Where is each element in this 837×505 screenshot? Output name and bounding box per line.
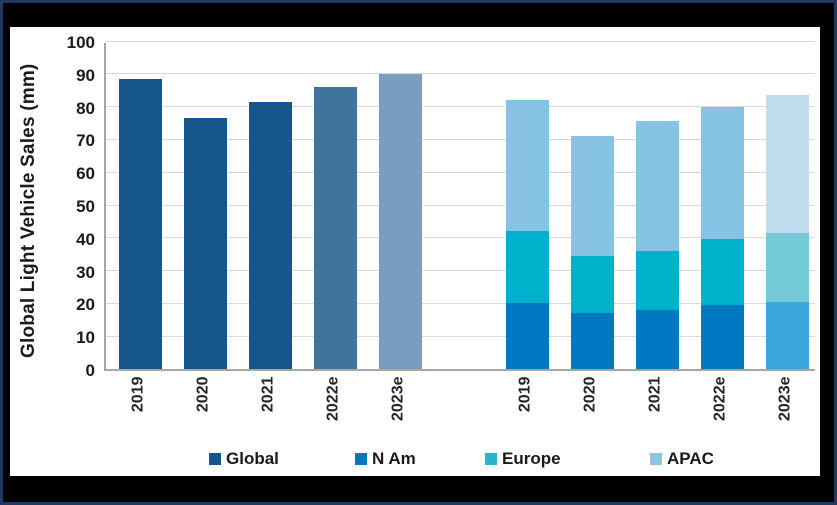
x-tick-regional-2019: 2019 bbox=[516, 376, 534, 413]
bar-global-2023e bbox=[378, 73, 422, 369]
x-tick-regional-2022e: 2022e bbox=[711, 376, 729, 422]
gridline-90 bbox=[106, 73, 815, 75]
y-axis-tick-labels: 0 10 20 30 40 50 60 70 80 90 100 bbox=[10, 34, 95, 380]
bar-global-2022e bbox=[313, 86, 357, 369]
bar-segment-apac-2022e bbox=[700, 106, 744, 240]
gridline-50 bbox=[106, 204, 815, 206]
legend-swatch-icon bbox=[650, 453, 662, 465]
bar-global-2021 bbox=[248, 101, 292, 369]
y-tick-60: 60 bbox=[76, 164, 95, 184]
gridline-40 bbox=[106, 237, 815, 239]
gridline-70 bbox=[106, 138, 815, 140]
y-tick-40: 40 bbox=[76, 229, 95, 249]
bar-segment-n-am-2019 bbox=[505, 303, 549, 369]
bar-segment-europe-2023e bbox=[765, 232, 809, 302]
x-tick-global-2020: 2020 bbox=[194, 376, 212, 413]
x-tick-global-2021: 2021 bbox=[259, 376, 277, 413]
gridline-30 bbox=[106, 270, 815, 272]
legend-swatch-icon bbox=[485, 453, 497, 465]
y-tick-0: 0 bbox=[85, 361, 95, 380]
legend-swatch-icon bbox=[209, 453, 221, 465]
bar-segment-europe-2019 bbox=[505, 231, 549, 304]
gridline-20 bbox=[106, 302, 815, 304]
legend-label: Europe bbox=[502, 449, 561, 468]
gridline-60 bbox=[106, 171, 815, 173]
legend-label: Global bbox=[226, 449, 279, 468]
y-tick-80: 80 bbox=[76, 98, 95, 118]
bar-segment-europe-2020 bbox=[570, 255, 614, 314]
gridline-100 bbox=[106, 40, 815, 42]
legend-item-europe: Europe bbox=[485, 448, 561, 470]
bar-segment-europe-2021 bbox=[635, 250, 679, 310]
bar-segment-apac-2020 bbox=[570, 136, 614, 256]
gridline-80 bbox=[106, 106, 815, 108]
bar-global-2020 bbox=[183, 118, 227, 369]
gridline-10 bbox=[106, 335, 815, 337]
x-tick-global-2023e: 2023e bbox=[389, 376, 407, 422]
y-tick-50: 50 bbox=[76, 197, 95, 216]
bar-segment-n-am-2023e bbox=[765, 301, 809, 369]
x-tick-regional-2023e: 2023e bbox=[776, 376, 794, 422]
chart-panel: Global Light Vehicle Sales (mm) 0 10 20 30 4… bbox=[10, 27, 820, 476]
y-tick-70: 70 bbox=[76, 131, 95, 151]
bar-segment-n-am-2021 bbox=[635, 309, 679, 369]
bar-segment-n-am-2022e bbox=[700, 305, 744, 369]
x-tick-global-2022e: 2022e bbox=[324, 376, 342, 422]
x-tick-global-2019: 2019 bbox=[129, 376, 147, 413]
chart-legend: Global N Am Europe APAC bbox=[10, 448, 820, 474]
legend-item-apac: APAC bbox=[650, 448, 714, 470]
x-tick-regional-2021: 2021 bbox=[646, 376, 664, 413]
legend-item-global: Global bbox=[209, 448, 279, 470]
bar-segment-n-am-2020 bbox=[570, 313, 614, 369]
bar-segment-apac-2023e bbox=[765, 95, 809, 233]
legend-label: N Am bbox=[372, 449, 416, 468]
legend-label: APAC bbox=[667, 449, 714, 468]
bar-global-2019 bbox=[118, 78, 162, 369]
legend-item-n-am: N Am bbox=[355, 448, 416, 470]
bar-segment-apac-2019 bbox=[505, 100, 549, 232]
y-tick-100: 100 bbox=[66, 33, 95, 52]
y-tick-10: 10 bbox=[76, 328, 95, 348]
y-tick-30: 30 bbox=[76, 262, 95, 282]
legend-swatch-icon bbox=[355, 453, 367, 465]
plot-area bbox=[104, 40, 815, 371]
bar-segment-apac-2021 bbox=[635, 121, 679, 251]
x-tick-regional-2020: 2020 bbox=[581, 376, 599, 413]
y-tick-90: 90 bbox=[76, 65, 95, 85]
y-tick-20: 20 bbox=[76, 295, 95, 315]
bar-segment-europe-2022e bbox=[700, 239, 744, 306]
